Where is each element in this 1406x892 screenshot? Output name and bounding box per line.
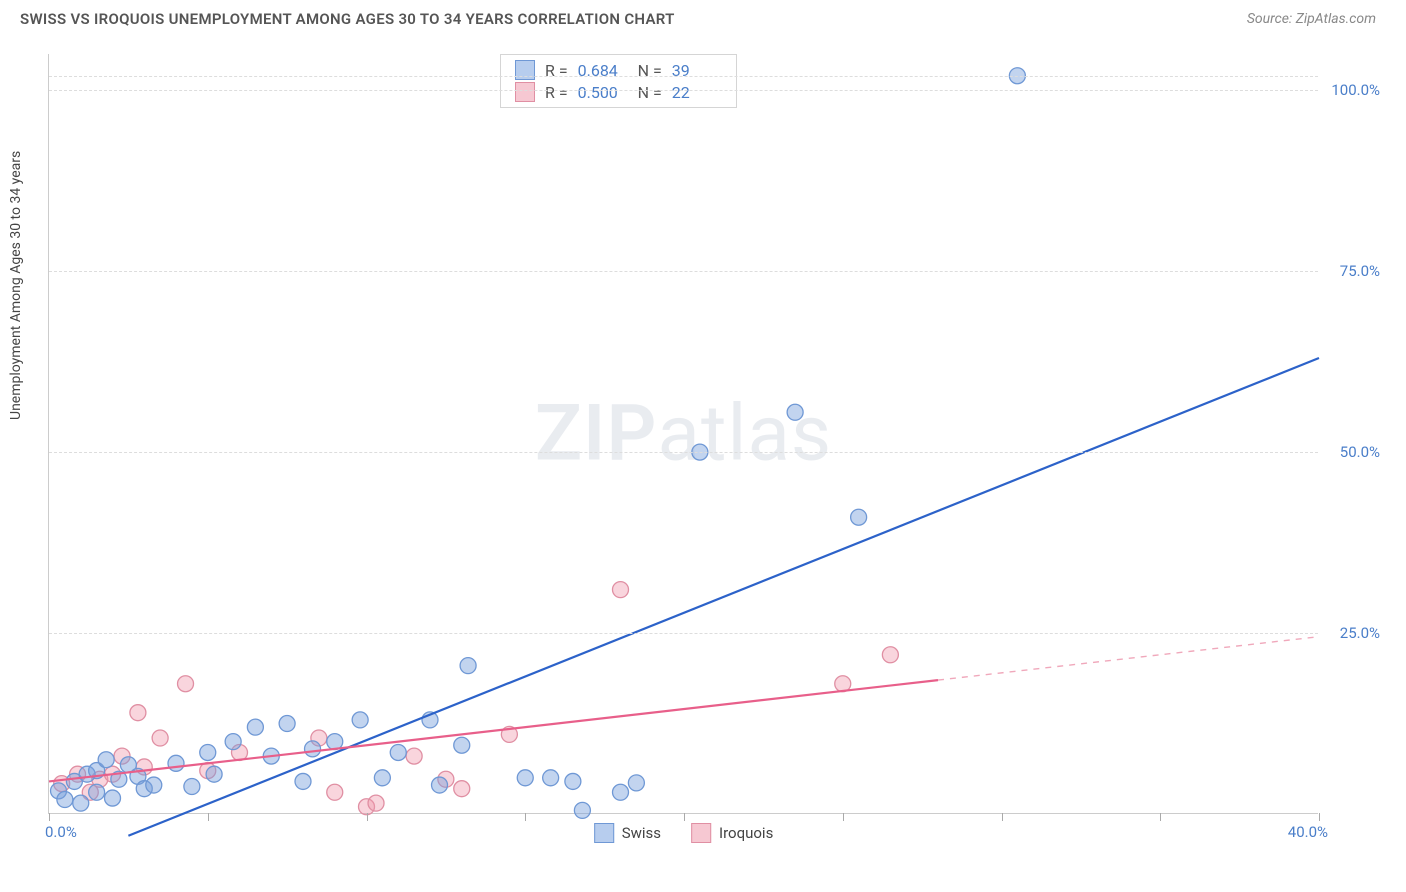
swatch-swiss [515,60,535,80]
legend-stats-box: R = 0.684 N = 39 R = 0.500 N = 22 [500,54,737,108]
legend-item-swiss: Swiss [594,823,661,843]
iroquois-n-value: 22 [672,83,722,102]
gridline [49,271,1318,272]
x-tick [843,813,844,821]
y-axis-label: Unemployment Among Ages 30 to 34 years [8,151,24,420]
y-tick-label: 75.0% [1340,262,1380,280]
x-tick [1002,813,1003,821]
legend-bottom: Swiss Iroquois [594,823,774,843]
x-tick [49,813,50,821]
gridline [49,633,1318,634]
legend-item-iroquois: Iroquois [691,823,773,843]
x-tick [684,813,685,821]
y-tick-label: 100.0% [1331,81,1380,99]
x-tick [525,813,526,821]
swatch-iroquois [515,82,535,102]
source-credit: Source: ZipAtlas.com [1247,11,1376,27]
x-axis-min-label: 0.0% [45,823,77,841]
x-tick [1160,813,1161,821]
y-tick-label: 25.0% [1340,624,1380,642]
y-tick-label: 50.0% [1340,443,1380,461]
scatter-svg [49,54,1318,813]
swatch-iroquois-bottom [691,823,711,843]
x-tick [208,813,209,821]
legend-stats-row-swiss: R = 0.684 N = 39 [501,59,736,81]
gridline [49,90,1318,91]
legend-stats-row-iroquois: R = 0.500 N = 22 [501,81,736,103]
x-tick [367,813,368,821]
plot-area: ZIPatlas R = 0.684 N = 39 R = 0.500 N = … [48,54,1318,814]
swatch-swiss-bottom [594,823,614,843]
iroquois-r-value: 0.500 [578,83,628,102]
x-tick [1319,813,1320,821]
chart-title: SWISS VS IROQUOIS UNEMPLOYMENT AMONG AGE… [20,10,675,28]
gridline [49,452,1318,453]
x-axis-max-label: 40.0% [1288,823,1328,841]
